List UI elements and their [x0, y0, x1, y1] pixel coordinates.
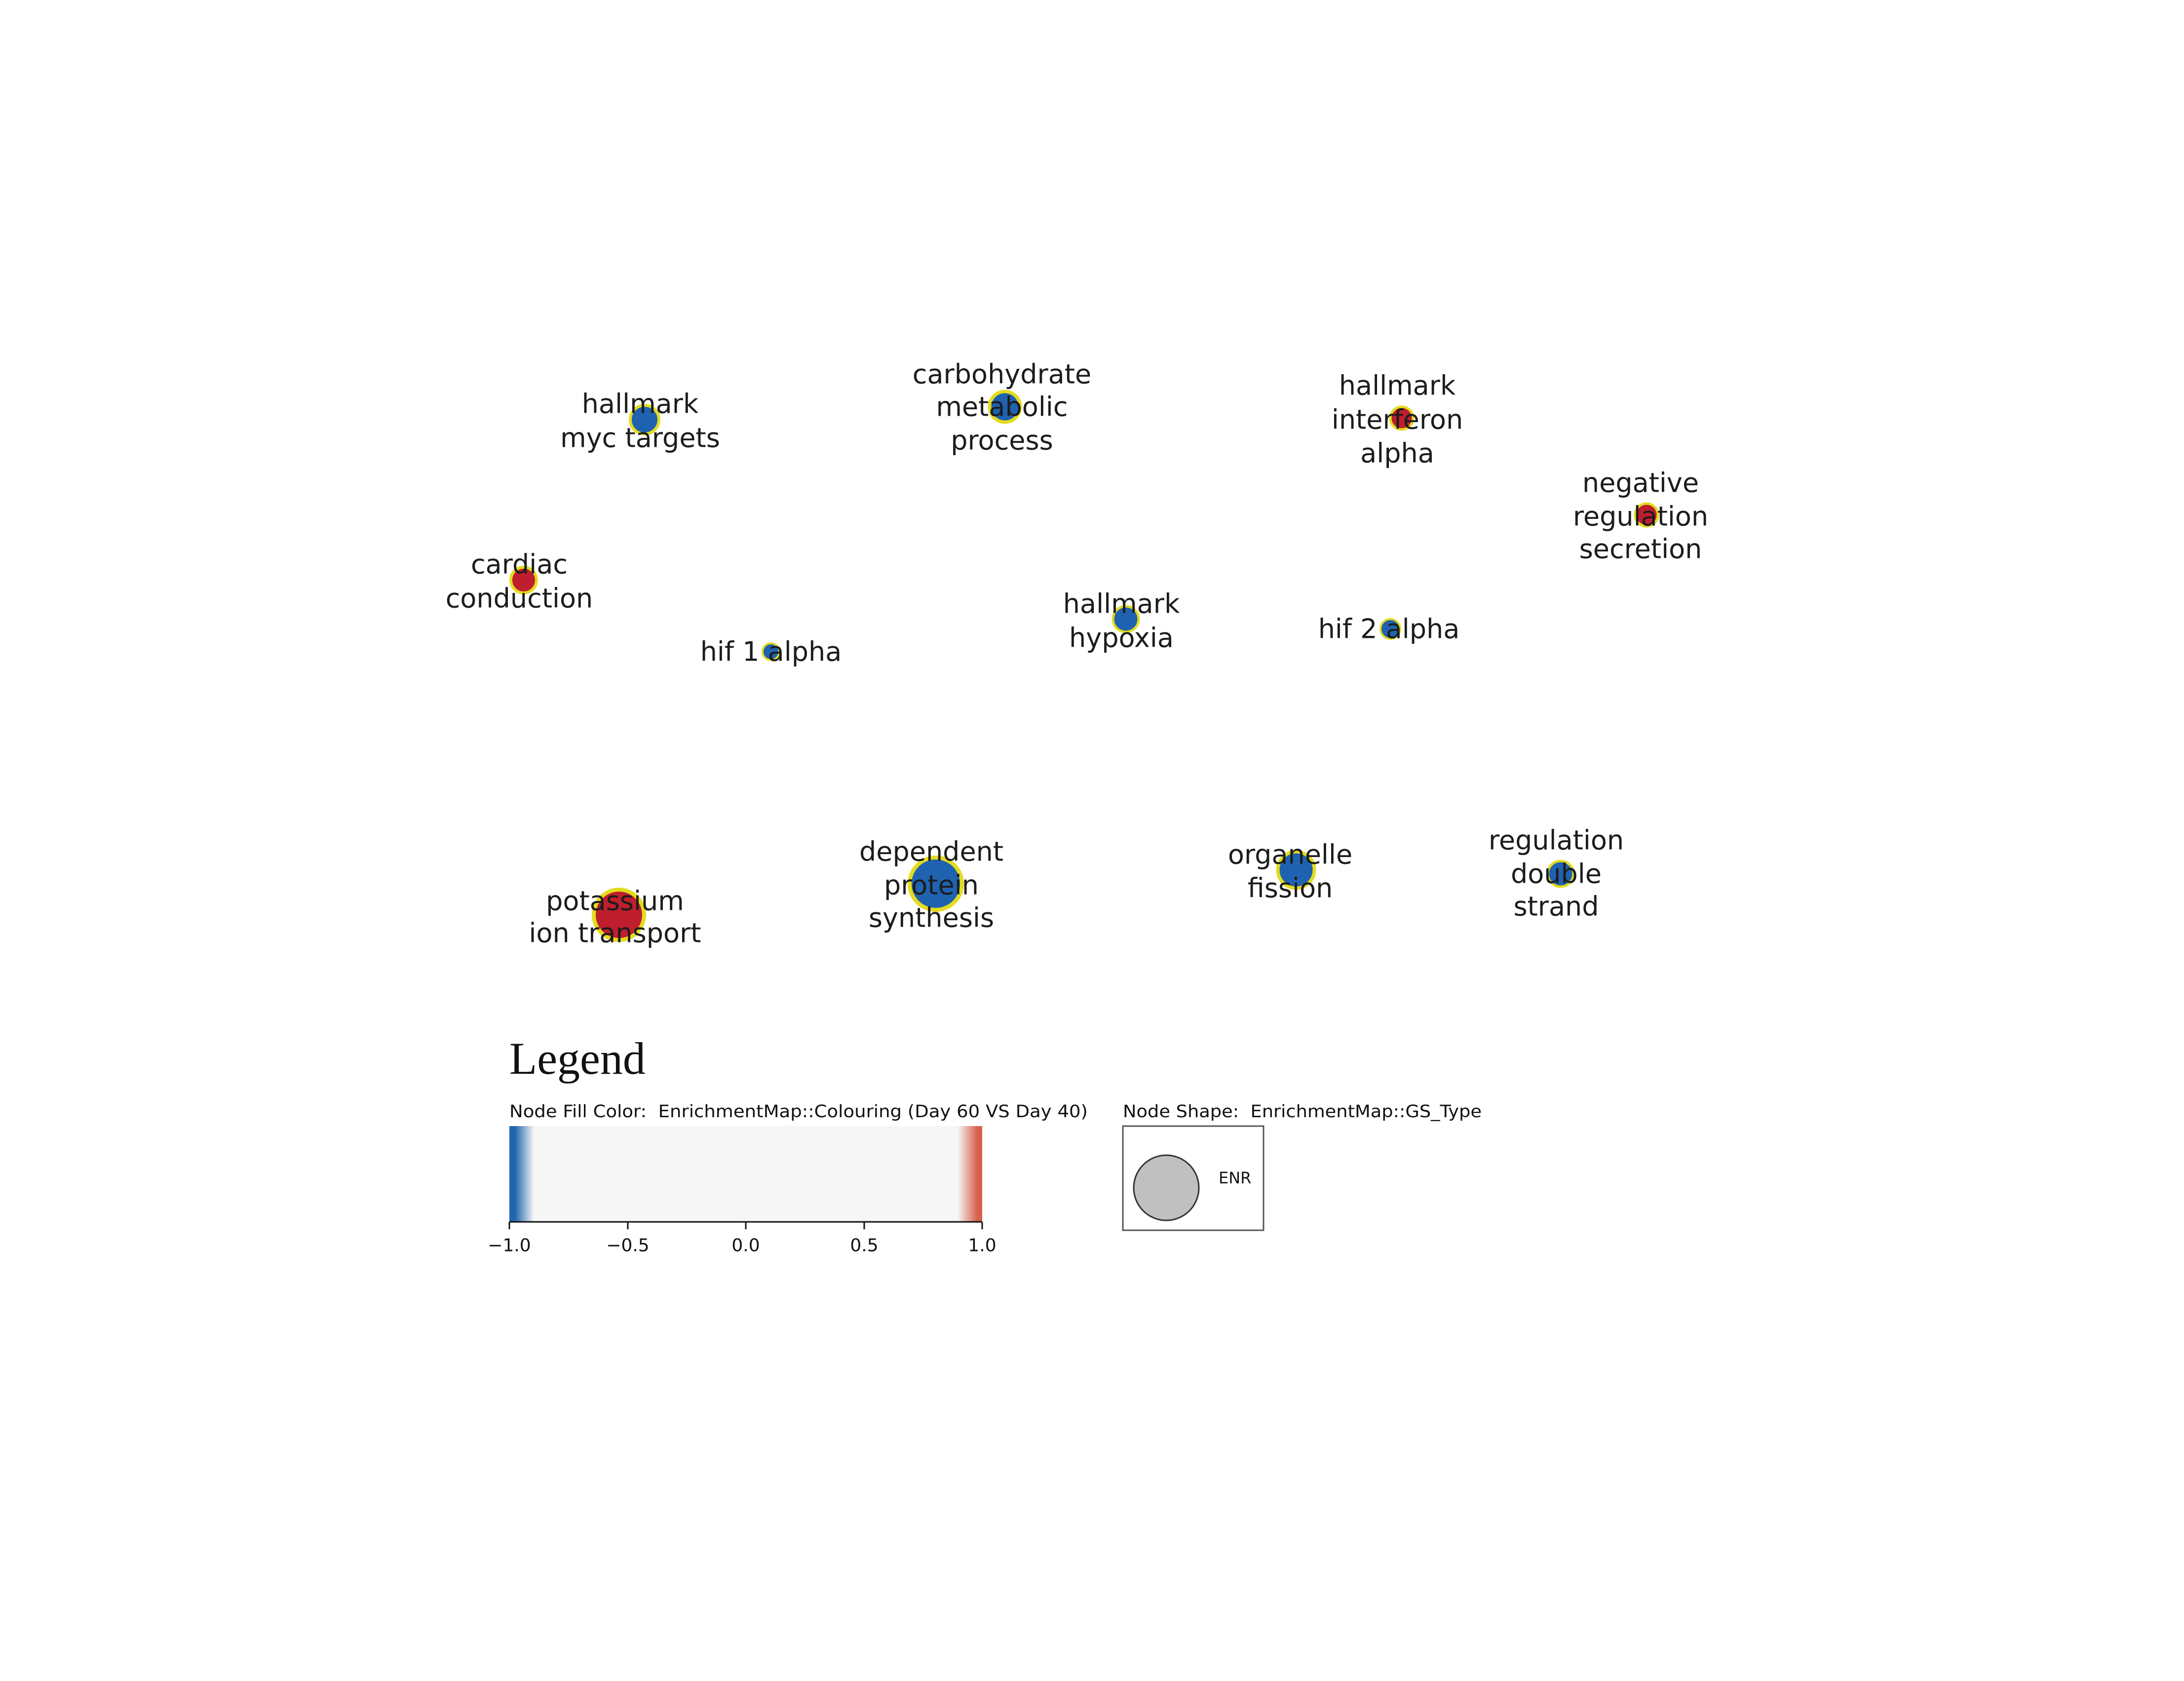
node-circle — [1389, 405, 1415, 431]
node-carbohydrate-metabolic-process: carbohydrate metabolic process — [913, 359, 1091, 456]
color-gradient-bar — [509, 1126, 982, 1222]
node-label-line: fission — [1248, 873, 1333, 904]
node-circle — [908, 856, 964, 912]
enr-shape-label: ENR — [1219, 1169, 1251, 1187]
node-circle — [592, 888, 646, 942]
tick-label: 0.5 — [850, 1236, 878, 1256]
node-label-line: metabolic — [936, 391, 1068, 423]
node-label-line: negative — [1582, 468, 1699, 499]
node-shape-legend-label: Node Shape: EnrichmentMap::GS_Type — [1123, 1102, 1482, 1122]
node-label-line: alpha — [1360, 438, 1434, 469]
tick-label: −0.5 — [606, 1236, 649, 1256]
node-dependent-protein-synthesis: dependent protein synthesis — [859, 836, 1003, 934]
node-shape-legend: Node Shape: EnrichmentMap::GS_Type ENR — [1122, 1102, 1482, 1231]
node-circle — [1379, 618, 1401, 640]
tick-label: 0.0 — [731, 1236, 760, 1256]
node-hallmark-myc-targets: hallmark myc targets — [560, 389, 720, 454]
node-label-line: myc targets — [560, 423, 720, 454]
network: hallmark myc targets carbohydrate metabo… — [446, 359, 1708, 949]
node-label-line: regulation — [1489, 825, 1624, 856]
legend-title: Legend — [509, 1033, 646, 1084]
tick-label: −1.0 — [488, 1236, 531, 1256]
node-circle — [629, 404, 660, 435]
node-label-line: hallmark — [582, 389, 699, 420]
node-label-line: synthesis — [869, 902, 994, 934]
node-circle — [509, 566, 538, 594]
node-label-line: process — [951, 425, 1053, 456]
node-label-line: dependent — [859, 836, 1003, 867]
node-circle — [1276, 850, 1316, 890]
node-regulation-double-strand: regulation double strand — [1489, 825, 1624, 922]
fill-color-legend: Node Fill Color: EnrichmentMap::Colourin… — [488, 1102, 1088, 1256]
node-hif-2-alpha: hif 2 alpha — [1318, 614, 1460, 645]
node-label-line: protein — [884, 870, 979, 901]
node-circle — [1111, 605, 1140, 633]
node-label-line: hallmark — [1063, 588, 1180, 620]
node-label-line: carbohydrate — [913, 359, 1091, 390]
enr-shape-swatch — [1133, 1154, 1200, 1221]
node-negative-regulation-secretion: negative regulation secretion — [1573, 468, 1708, 565]
node-circle — [1634, 502, 1659, 528]
fill-color-legend-label: Node Fill Color: EnrichmentMap::Colourin… — [509, 1102, 1088, 1122]
node-circle — [762, 642, 780, 661]
node-label-line: double — [1511, 859, 1602, 890]
node-label-line: ion transport — [529, 918, 701, 949]
node-hallmark-interferon-alpha: hallmark interferon alpha — [1332, 370, 1463, 469]
legend: Legend Node Fill Color: EnrichmentMap::C… — [488, 1033, 1482, 1256]
node-hif-1-alpha: hif 1 alpha — [700, 636, 842, 667]
node-label-line: potassium — [546, 886, 684, 917]
node-label-line: interferon — [1332, 404, 1463, 435]
node-label-line: hif 2 alpha — [1318, 614, 1460, 645]
node-potassium-ion-transport: potassium ion transport — [529, 886, 701, 949]
node-organelle-fission: organelle fission — [1228, 839, 1352, 904]
node-label-line: conduction — [446, 583, 593, 614]
node-label-line: hypoxia — [1069, 623, 1174, 654]
node-label-line: regulation — [1573, 501, 1708, 532]
node-label-line: strand — [1513, 891, 1599, 922]
node-hallmark-hypoxia: hallmark hypoxia — [1063, 588, 1180, 654]
node-label-line: hallmark — [1339, 370, 1456, 401]
node-label-line: cardiac — [471, 549, 568, 580]
node-label-line: organelle — [1228, 839, 1352, 870]
node-cardiac-conduction: cardiac conduction — [446, 549, 593, 614]
node-label-line: hif 1 alpha — [700, 636, 842, 667]
node-label-line: secretion — [1579, 534, 1702, 565]
node-circle — [1546, 860, 1575, 888]
tick-label: 1.0 — [968, 1236, 996, 1256]
node-circle — [988, 390, 1022, 424]
